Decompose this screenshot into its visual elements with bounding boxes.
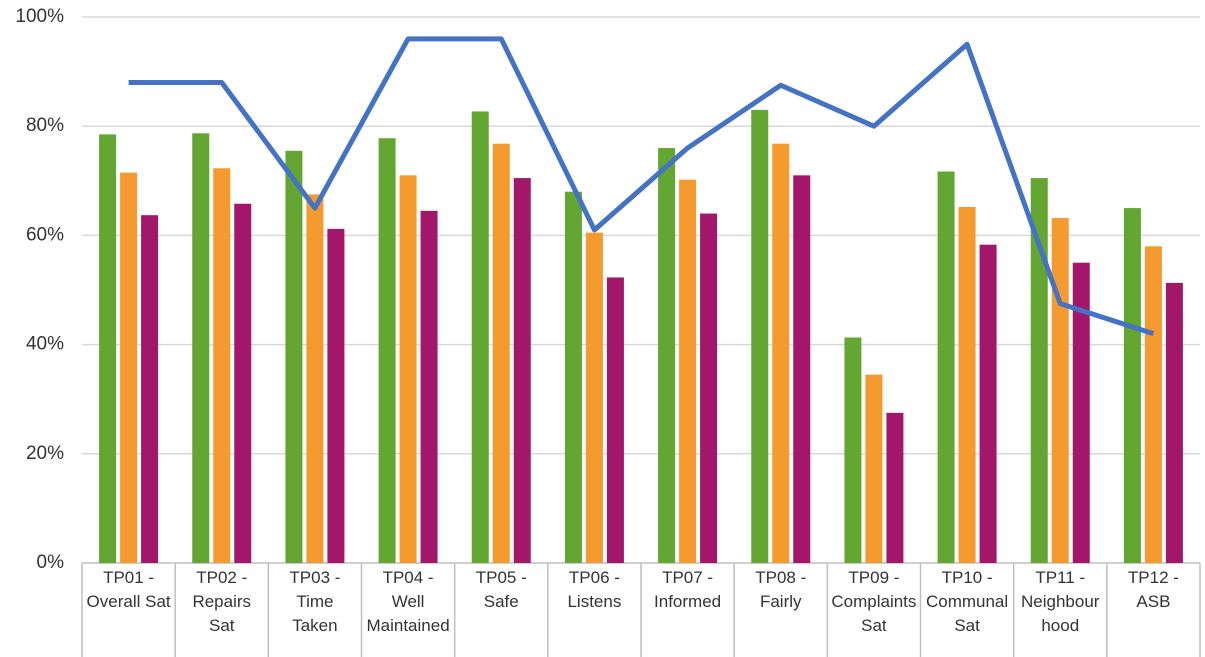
bar	[213, 168, 231, 563]
bar	[751, 109, 769, 563]
bar	[99, 134, 117, 563]
y-tick-label: 40%	[26, 334, 64, 355]
bar	[979, 244, 997, 563]
y-tick-label: 20%	[26, 443, 64, 464]
bar	[1144, 246, 1162, 563]
bar	[141, 215, 159, 563]
bar	[700, 213, 718, 563]
bar	[844, 337, 862, 563]
bar	[192, 133, 210, 563]
bar	[1051, 217, 1069, 564]
bar	[585, 232, 603, 564]
bar	[793, 175, 811, 563]
bar	[1030, 178, 1048, 563]
bar	[327, 228, 345, 563]
x-tick-label: TP03 - Time Taken	[289, 568, 341, 635]
x-tick-label: TP08 - Fairly	[755, 568, 807, 611]
bar	[378, 138, 396, 563]
bar	[564, 191, 582, 563]
bar	[471, 111, 489, 563]
bar	[658, 148, 676, 564]
bar	[234, 203, 252, 563]
bar	[285, 150, 303, 563]
bar	[120, 172, 138, 564]
bar	[865, 374, 883, 563]
bar	[420, 210, 438, 563]
x-tick-label: TP02 - Repairs Sat	[192, 568, 252, 635]
line	[128, 36, 1155, 337]
x-tick-label: TP10 - Communal Sat	[925, 568, 1009, 635]
x-tick-label: TP05 - Safe	[475, 568, 527, 611]
bar	[513, 178, 531, 563]
x-tick-label: TP11 - Neighbourhood	[1021, 568, 1100, 635]
x-tick-label: TP01 - Overall Sat	[86, 568, 171, 611]
bar	[772, 143, 790, 563]
x-tick-label: TP07 - Informed	[654, 568, 722, 611]
bar	[606, 277, 624, 563]
bar	[679, 179, 697, 563]
x-tick-label: TP12 - ASB	[1127, 568, 1179, 611]
y-tick-label: 100%	[15, 6, 64, 27]
bar	[306, 194, 324, 563]
y-tick-label: 0%	[37, 552, 65, 573]
x-tick-label: TP06 - Listens	[567, 568, 622, 611]
bar	[399, 175, 417, 563]
bar	[492, 143, 510, 563]
bar	[886, 412, 904, 563]
bar	[1123, 208, 1141, 563]
y-tick-label: 80%	[26, 115, 64, 136]
bar	[1072, 262, 1090, 563]
x-tick-label: TP09 - Complaints Sat	[831, 568, 917, 635]
y-tick-label: 60%	[26, 224, 64, 245]
bar	[937, 171, 955, 563]
bar	[1165, 282, 1183, 563]
bar	[958, 207, 976, 563]
x-tick-label: TP04 - Well Maintained	[366, 568, 450, 635]
